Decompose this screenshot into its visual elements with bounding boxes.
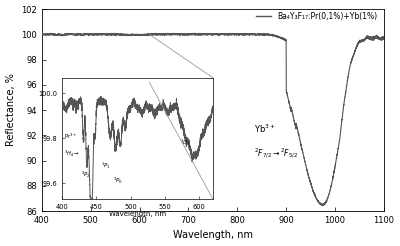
Text: Yb$^{3+}$: Yb$^{3+}$ bbox=[254, 122, 276, 135]
Text: $^2F_{7/2}$$\rightarrow$$^2F_{5/2}$: $^2F_{7/2}$$\rightarrow$$^2F_{5/2}$ bbox=[254, 147, 298, 161]
Y-axis label: Reflectance, %: Reflectance, % bbox=[6, 74, 16, 146]
X-axis label: Wavelength, nm: Wavelength, nm bbox=[173, 231, 253, 240]
Legend: Ba₄Y₃F₁₇:Pr(0,1%)+Yb(1%): Ba₄Y₃F₁₇:Pr(0,1%)+Yb(1%) bbox=[252, 9, 380, 24]
